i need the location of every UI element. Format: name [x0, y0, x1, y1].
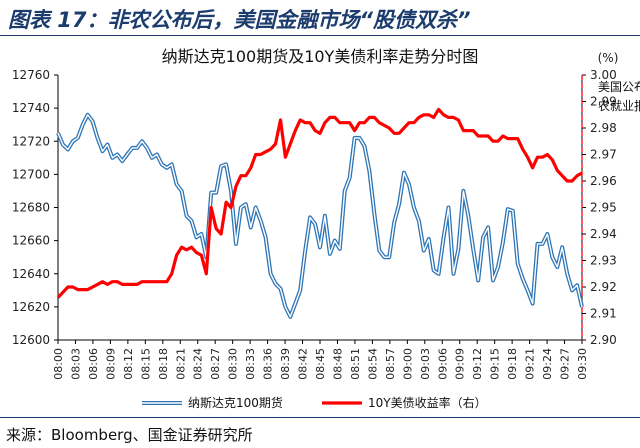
- x-tick-label: 09:18: [506, 348, 519, 380]
- y-tick-label: 12620: [12, 300, 50, 314]
- figure-caption: 图表 17：非农公布后，美国金融市场“股债双杀”: [8, 8, 471, 32]
- x-tick-label: 09:09: [454, 348, 467, 380]
- series-line-outer: [56, 112, 584, 319]
- x-tick-label: 08:24: [192, 348, 205, 380]
- x-tick-label: 09:12: [471, 348, 484, 380]
- y-tick-label: 12680: [12, 201, 50, 215]
- y2-tick-label: 2.97: [590, 148, 617, 162]
- x-tick-label: 08:21: [174, 348, 187, 380]
- x-tick-label: 08:36: [262, 348, 275, 380]
- caption-divider: [0, 35, 640, 36]
- x-tick-label: 09:27: [559, 348, 572, 380]
- x-tick-label: 08:12: [122, 348, 135, 380]
- y2-tick-label: 2.96: [590, 174, 617, 188]
- annotation-text: 美国公布5月非: [598, 80, 640, 94]
- x-tick-label: 09:15: [489, 348, 502, 380]
- y2-tick-label: 2.98: [590, 121, 617, 135]
- x-tick-label: 08:03: [69, 348, 82, 380]
- right-axis-unit: (%): [598, 51, 619, 65]
- x-tick-label: 09:24: [541, 348, 554, 380]
- plot-area: 美国公布5月非农就业报告: [56, 75, 640, 340]
- series-line: [56, 107, 583, 299]
- x-tick-label: 08:54: [366, 348, 379, 380]
- x-tick-label: 09:21: [524, 348, 537, 380]
- x-tick-label: 09:03: [419, 348, 432, 380]
- legend-label: 纳斯达克100期货: [188, 395, 283, 410]
- y2-tick-label: 2.90: [590, 333, 617, 347]
- x-tick-label: 09:30: [576, 348, 589, 380]
- chart-title: 纳斯达克100期货及10Y美债利率走势分时图: [162, 47, 479, 66]
- y-tick-label: 12700: [12, 167, 50, 181]
- x-tick-label: 08:15: [139, 348, 152, 380]
- x-tick-label: 08:18: [157, 348, 170, 380]
- x-tick-label: 08:33: [244, 348, 257, 380]
- y-tick-label: 12720: [12, 134, 50, 148]
- legend: 纳斯达克100期货 10Y美债收益率（右）: [142, 395, 487, 410]
- source-divider: [0, 417, 640, 418]
- y-tick-label: 12760: [12, 68, 50, 82]
- y-tick-label: 12600: [12, 333, 50, 347]
- series-line-inner: [57, 114, 583, 318]
- caption-bar: 图表 17：非农公布后，美国金融市场“股债双杀”: [0, 0, 640, 33]
- series-us10y-yield: [56, 107, 583, 299]
- x-tick-label: 08:09: [104, 348, 117, 380]
- x-tick-label: 08:48: [331, 348, 344, 380]
- y2-tick-label: 2.99: [590, 95, 617, 109]
- y-tick-label: 12740: [12, 101, 50, 115]
- source-note: 来源：Bloomberg、国金证券研究所: [6, 426, 253, 444]
- x-tick-label: 08:51: [349, 348, 362, 380]
- y2-tick-label: 3.00: [590, 68, 617, 82]
- annotation-text: 农就业报告: [598, 98, 640, 113]
- x-tick-label: 09:06: [436, 348, 449, 380]
- x-tick-label: 08:39: [279, 348, 292, 380]
- chart-canvas: 纳斯达克100期货及10Y美债利率走势分时图 (%) 12600 12620 126…: [12, 47, 640, 410]
- y2-tick-label: 2.92: [590, 280, 617, 294]
- x-tick-label: 09:00: [401, 348, 414, 380]
- y-tick-label: 12640: [12, 267, 50, 281]
- x-tick-label: 08:57: [384, 348, 397, 380]
- x-tick-label: 08:27: [209, 348, 222, 380]
- x-tick-label: 08:06: [87, 348, 100, 380]
- y2-tick-label: 2.94: [590, 227, 617, 241]
- x-tick-label: 08:30: [227, 348, 240, 380]
- y2-tick-label: 2.91: [590, 307, 617, 321]
- y2-tick-label: 2.95: [590, 201, 617, 215]
- x-tick-label: 08:45: [314, 348, 327, 380]
- y2-tick-label: 2.93: [590, 254, 617, 268]
- x-tick-label: 08:00: [52, 348, 65, 380]
- series-nasdaq100-futures: [56, 112, 584, 319]
- y-tick-label: 12660: [12, 234, 50, 248]
- legend-label: 10Y美债收益率（右）: [368, 395, 487, 410]
- x-tick-label: 08:42: [297, 348, 310, 380]
